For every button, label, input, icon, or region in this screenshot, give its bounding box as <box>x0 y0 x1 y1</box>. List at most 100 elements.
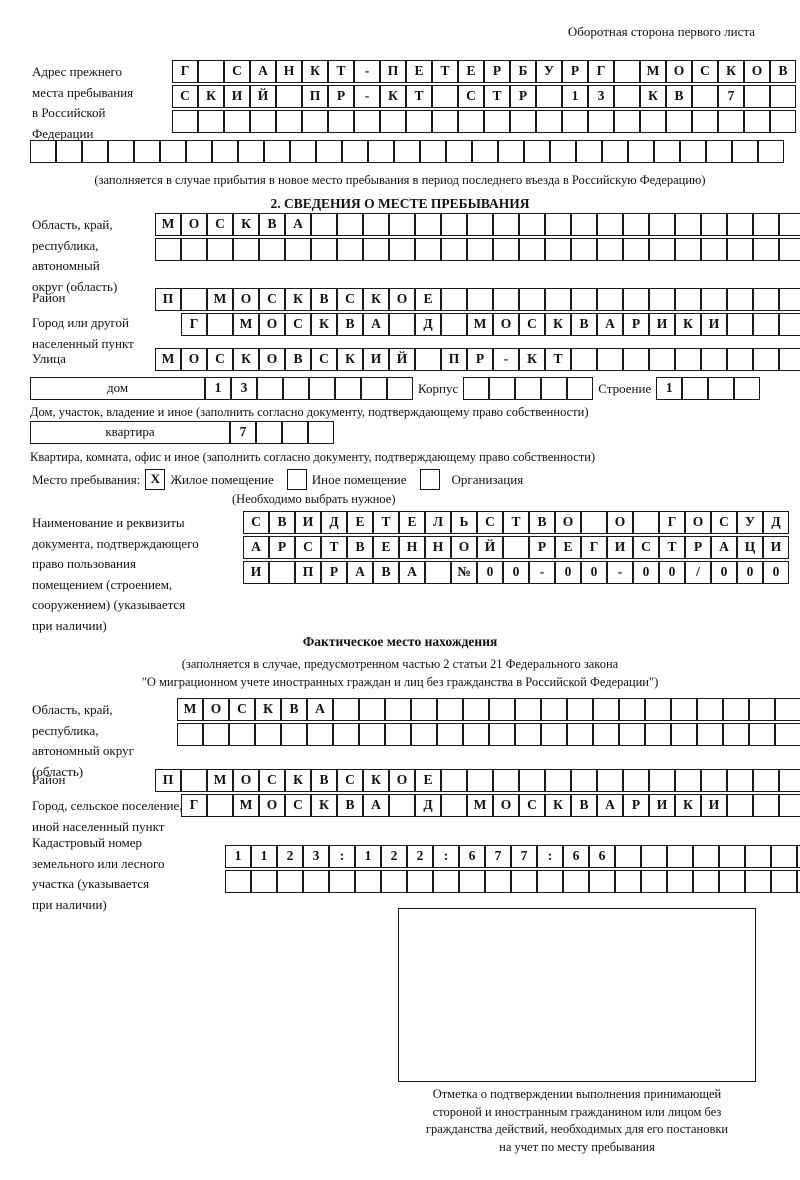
char-cell[interactable] <box>308 421 334 444</box>
char-cell[interactable]: О <box>666 60 692 83</box>
char-cell[interactable] <box>623 213 649 236</box>
char-cell[interactable] <box>229 723 255 746</box>
char-cell[interactable]: С <box>229 698 255 721</box>
char-cell[interactable]: 0 <box>711 561 737 584</box>
char-cell[interactable]: В <box>281 698 307 721</box>
char-cell[interactable]: 1 <box>205 377 231 400</box>
char-cell[interactable]: Д <box>415 313 441 336</box>
char-cell[interactable] <box>615 845 641 868</box>
char-cell[interactable] <box>779 213 800 236</box>
char-cell[interactable]: Т <box>503 511 529 534</box>
char-cell[interactable] <box>671 723 697 746</box>
char-cell[interactable]: 6 <box>563 845 589 868</box>
char-cell[interactable]: 6 <box>459 845 485 868</box>
char-cell[interactable]: 1 <box>562 85 588 108</box>
char-cell[interactable]: Р <box>269 536 295 559</box>
char-cell[interactable]: О <box>259 794 285 817</box>
char-cell[interactable]: С <box>259 288 285 311</box>
char-cell[interactable]: С <box>285 794 311 817</box>
char-cell[interactable] <box>493 238 519 261</box>
char-cell[interactable]: Р <box>685 536 711 559</box>
char-cell[interactable] <box>212 140 238 163</box>
char-cell[interactable]: К <box>640 85 666 108</box>
char-cell[interactable]: Л <box>425 511 451 534</box>
char-cell[interactable]: К <box>285 769 311 792</box>
char-cell[interactable]: С <box>337 288 363 311</box>
char-cell[interactable] <box>363 213 389 236</box>
char-cell[interactable]: Р <box>562 60 588 83</box>
char-cell[interactable] <box>316 140 342 163</box>
char-cell[interactable]: Т <box>406 85 432 108</box>
char-cell[interactable] <box>515 377 542 400</box>
char-cell[interactable] <box>675 769 701 792</box>
char-cell[interactable] <box>437 723 463 746</box>
char-cell[interactable] <box>633 511 659 534</box>
char-cell[interactable] <box>667 845 693 868</box>
cell-grid[interactable] <box>172 110 796 133</box>
char-cell[interactable] <box>333 723 359 746</box>
char-cell[interactable]: С <box>243 511 269 534</box>
char-cell[interactable] <box>597 348 623 371</box>
char-cell[interactable]: С <box>172 85 198 108</box>
char-cell[interactable] <box>463 723 489 746</box>
char-cell[interactable] <box>654 140 680 163</box>
char-cell[interactable] <box>753 794 779 817</box>
char-cell[interactable]: В <box>285 348 311 371</box>
char-cell[interactable] <box>108 140 134 163</box>
char-cell[interactable] <box>489 698 515 721</box>
char-cell[interactable] <box>593 723 619 746</box>
char-cell[interactable] <box>649 348 675 371</box>
char-cell[interactable]: А <box>347 561 373 584</box>
char-cell[interactable] <box>649 288 675 311</box>
char-cell[interactable]: Н <box>399 536 425 559</box>
cell-grid[interactable] <box>177 723 800 746</box>
char-cell[interactable]: 0 <box>477 561 503 584</box>
char-cell[interactable] <box>177 723 203 746</box>
char-cell[interactable]: В <box>347 536 373 559</box>
char-cell[interactable]: Т <box>659 536 685 559</box>
char-cell[interactable] <box>441 213 467 236</box>
char-cell[interactable] <box>758 140 784 163</box>
char-cell[interactable] <box>172 110 198 133</box>
char-cell[interactable]: К <box>675 794 701 817</box>
char-cell[interactable]: 1 <box>225 845 251 868</box>
char-cell[interactable] <box>619 698 645 721</box>
char-cell[interactable] <box>671 698 697 721</box>
char-cell[interactable]: 0 <box>503 561 529 584</box>
checkbox-inoe-pomeshchenie[interactable] <box>286 469 307 490</box>
char-cell[interactable]: Г <box>172 60 198 83</box>
char-cell[interactable] <box>571 348 597 371</box>
char-cell[interactable] <box>749 698 775 721</box>
char-cell[interactable]: - <box>354 60 380 83</box>
char-cell[interactable] <box>593 698 619 721</box>
char-cell[interactable] <box>589 870 615 893</box>
char-cell[interactable] <box>619 723 645 746</box>
section2-region-row-2[interactable] <box>155 238 800 261</box>
char-cell[interactable] <box>415 348 441 371</box>
char-cell[interactable] <box>732 140 758 163</box>
char-cell[interactable]: И <box>701 794 727 817</box>
char-cell[interactable]: М <box>155 213 181 236</box>
char-cell[interactable]: 0 <box>555 561 581 584</box>
char-cell[interactable] <box>155 238 181 261</box>
char-cell[interactable]: М <box>467 313 493 336</box>
char-cell[interactable] <box>207 238 233 261</box>
char-cell[interactable]: 0 <box>633 561 659 584</box>
char-cell[interactable]: Г <box>181 313 207 336</box>
char-cell[interactable] <box>541 723 567 746</box>
cell-grid[interactable]: И П Р А В А № 0 0-0 0-0 0/0 0 0 <box>243 561 789 584</box>
char-cell[interactable] <box>432 110 458 133</box>
cell-grid[interactable] <box>463 377 594 400</box>
char-cell[interactable] <box>387 377 413 400</box>
char-cell[interactable] <box>433 870 459 893</box>
char-cell[interactable] <box>645 698 671 721</box>
char-cell[interactable] <box>198 60 224 83</box>
confirmation-stamp-box[interactable] <box>398 908 756 1082</box>
char-cell[interactable] <box>708 377 735 400</box>
char-cell[interactable] <box>255 723 281 746</box>
char-cell[interactable] <box>697 698 723 721</box>
